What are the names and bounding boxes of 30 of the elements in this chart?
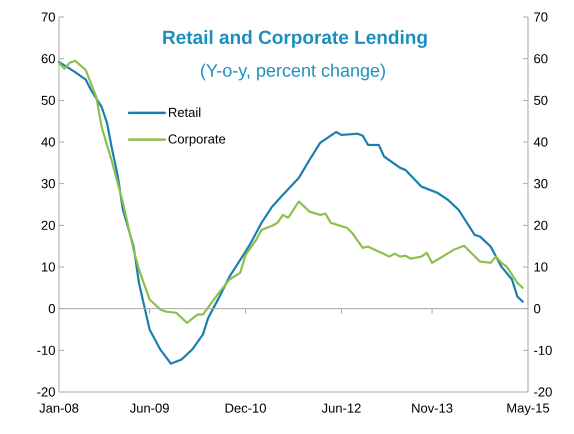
y2-tick-label: 70 xyxy=(534,12,548,22)
text: (Y-o-y, percent change) xyxy=(201,64,385,80)
y-tick-label: 40 xyxy=(41,137,55,147)
y2-tick-label: 50 xyxy=(534,96,548,105)
y-tick-label: 30 xyxy=(42,179,55,188)
y2-tick-label: 10 xyxy=(534,262,548,272)
x-tick-label: Jun-12 xyxy=(322,404,361,413)
y-tick-label: 20 xyxy=(42,220,55,230)
y-tick-label: -10 xyxy=(37,346,55,355)
y-tick-label: 70 xyxy=(42,12,55,22)
x-tick-label: Nov-13 xyxy=(412,404,452,413)
y-tick-label: 60 xyxy=(42,54,55,64)
y2-tick-label: 20 xyxy=(534,220,548,230)
y2-tick-label: 60 xyxy=(534,54,548,64)
text: Retail and Corporate Lending xyxy=(163,30,427,48)
y-tick-label: 50 xyxy=(42,96,55,105)
x-tick-label: Jun-09 xyxy=(130,404,169,413)
y-tick-label: 0 xyxy=(48,304,55,314)
y2-tick-label: 40 xyxy=(534,137,548,147)
y2-tick-label: 0 xyxy=(534,304,540,314)
y2-tick-label: -10 xyxy=(534,346,552,355)
y-tick-label: 10 xyxy=(42,262,55,272)
legend-label: Retail xyxy=(168,107,200,117)
x-tick-label: May-15 xyxy=(507,404,550,416)
x-tick-label: Dec-10 xyxy=(226,404,266,413)
x-tick-label: Jan-08 xyxy=(39,404,78,413)
y2-tick-label: -20 xyxy=(534,387,552,397)
y-tick-label: -20 xyxy=(37,387,55,397)
legend-label: Corporate xyxy=(168,134,226,146)
y2-tick-label: 30 xyxy=(534,179,548,188)
